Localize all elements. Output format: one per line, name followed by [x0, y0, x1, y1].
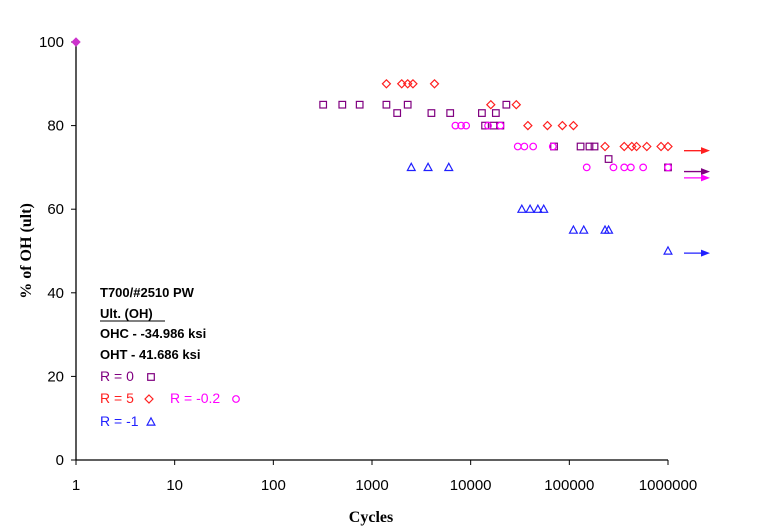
data-point: [427, 109, 436, 117]
data-point: [446, 109, 455, 117]
data-point: [496, 121, 505, 130]
y-tick-label: 0: [56, 452, 64, 469]
y-tick-label: 20: [47, 368, 64, 385]
data-point: [548, 142, 557, 151]
data-point: [502, 100, 511, 109]
legend-marker: [232, 395, 240, 403]
legend-line: OHC - -34.986 ksi: [100, 326, 206, 341]
data-point: [491, 109, 500, 117]
data-point: [525, 203, 535, 213]
legend-marker: [147, 373, 155, 381]
data-point: [529, 142, 538, 151]
legend-line: T700/#2510 PW: [100, 285, 195, 300]
data-point: [609, 163, 618, 172]
data-point: [478, 109, 486, 117]
data-point: [481, 121, 489, 130]
runout-arrowhead: [701, 174, 710, 182]
y-tick-label: 100: [39, 34, 64, 51]
x-tick-label: 1000000: [639, 477, 697, 494]
x-axis-title: Cycles: [349, 509, 393, 526]
data-point: [578, 224, 589, 234]
x-tick-label: 10: [166, 477, 183, 494]
data-point: [603, 224, 614, 234]
data-point: [585, 142, 594, 151]
data-point: [381, 78, 392, 89]
series-1: [381, 78, 710, 155]
data-point: [457, 121, 466, 130]
data-point: [538, 203, 549, 213]
legend-line: OHT - 41.686 ksi: [100, 347, 200, 362]
data-point: [520, 142, 529, 151]
data-point: [355, 100, 364, 109]
runout-arrowhead: [701, 168, 710, 176]
static-strength-point: [71, 37, 81, 47]
data-point: [604, 155, 613, 163]
runout-arrowhead: [701, 147, 710, 155]
data-point: [600, 141, 610, 152]
data-point: [429, 78, 440, 89]
y-tick-label: 80: [47, 118, 64, 135]
data-point: [557, 120, 568, 131]
legend-series-label: R = 5: [100, 390, 134, 406]
series-2: [451, 121, 710, 182]
data-point: [542, 120, 553, 131]
data-point: [590, 142, 599, 151]
data-points: [71, 37, 710, 257]
data-point: [382, 100, 391, 109]
data-point: [523, 120, 533, 131]
data-point: [656, 141, 666, 152]
data-point: [568, 120, 579, 131]
axes: 1 10 100 1000 10000 100000 1000000 0 20 40 60 80 100…: [18, 34, 697, 526]
data-point: [462, 121, 471, 130]
legend: T700/#2510 PW Ult. (OH) OHC - -34.986 ksi O…: [100, 285, 240, 429]
data-point: [639, 163, 648, 172]
x-tick-label: 1: [72, 477, 80, 494]
data-point: [511, 99, 522, 110]
data-point: [423, 162, 433, 172]
data-point: [576, 142, 585, 151]
x-tick-label: 100000: [544, 477, 594, 494]
data-point: [484, 121, 492, 130]
data-point: [631, 141, 642, 152]
y-tick-label: 40: [47, 285, 64, 302]
legend-marker: [146, 416, 156, 426]
data-point: [619, 141, 630, 152]
data-point: [393, 109, 402, 117]
data-point: [663, 245, 673, 255]
runout-arrowhead: [701, 249, 710, 257]
data-point: [582, 163, 591, 172]
x-tick-label: 100: [261, 477, 286, 494]
data-point: [443, 162, 454, 172]
data-point: [403, 100, 412, 109]
legend-marker: [144, 394, 154, 404]
data-point: [516, 203, 527, 213]
data-point: [451, 121, 460, 130]
data-point: [664, 163, 672, 172]
legend-line: Ult. (OH): [100, 306, 153, 321]
data-point: [663, 141, 673, 152]
legend-series-label: R = 0: [100, 368, 134, 384]
legend-series-label: R = -1: [100, 413, 139, 429]
series-3: [406, 162, 710, 257]
data-point: [485, 99, 496, 110]
data-point: [620, 163, 629, 172]
data-point: [408, 78, 418, 89]
data-point: [338, 100, 347, 109]
y-tick-label: 60: [47, 201, 64, 218]
x-tick-label: 10000: [450, 477, 492, 494]
data-point: [532, 203, 543, 213]
data-point: [513, 142, 522, 151]
data-point: [641, 141, 652, 152]
y-axis-title: % of OH (ult): [18, 203, 35, 299]
legend-series-label: R = -0.2: [170, 390, 220, 406]
data-point: [319, 100, 328, 109]
data-point: [406, 162, 417, 172]
series-0: [319, 100, 710, 176]
x-tick-label: 1000: [355, 477, 388, 494]
data-point: [626, 163, 635, 172]
data-point: [568, 224, 579, 234]
